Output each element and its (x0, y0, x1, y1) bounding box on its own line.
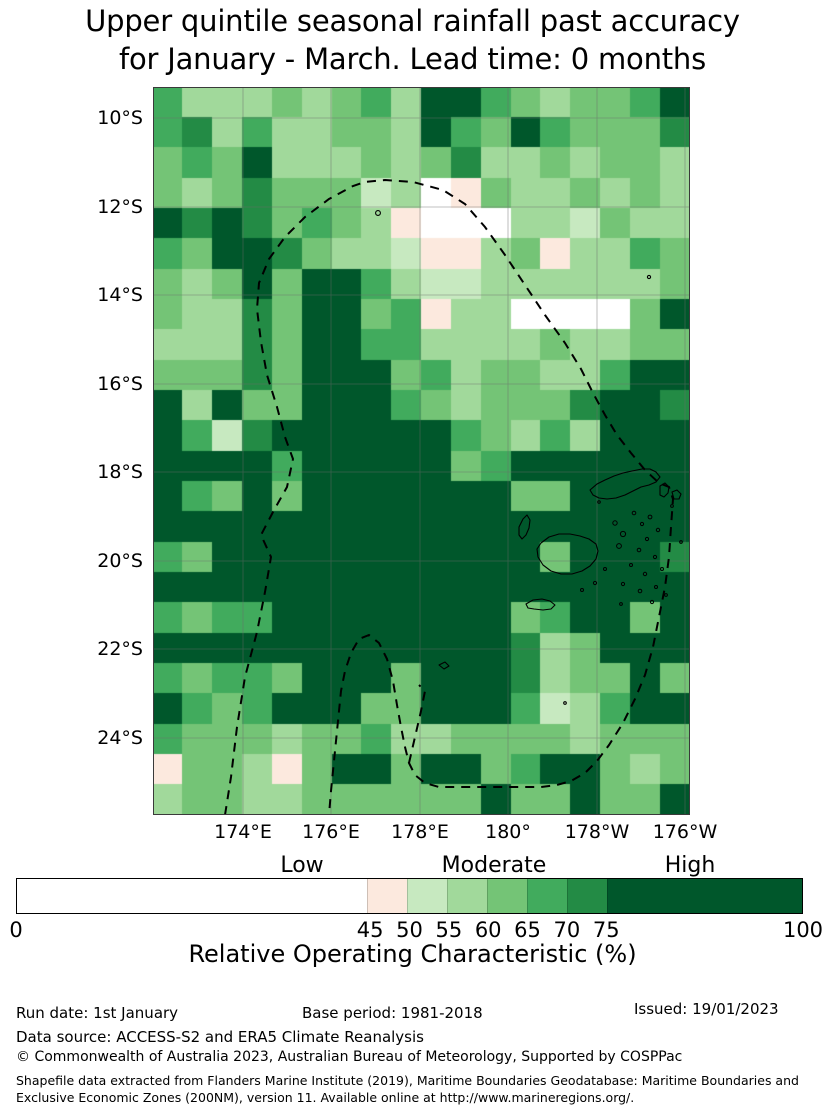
title-line-2: for January - March. Lead time: 0 months (118, 42, 707, 76)
x-axis-tick-label: 176°E (302, 821, 360, 843)
colorbar-segment (367, 879, 407, 913)
colorbar-tick-label: 45 (356, 918, 384, 942)
title-line-1: Upper quintile seasonal rainfall past ac… (85, 4, 740, 38)
colorbar (16, 878, 803, 914)
x-axis-tick-label: 180° (485, 821, 531, 843)
shapefile-credit-line-2: Exclusive Economic Zones (200NM), versio… (16, 1090, 635, 1105)
y-axis-tick-label: 12°S (97, 196, 143, 218)
y-axis-tick-label: 10°S (97, 107, 143, 129)
colorbar-tick-label: 75 (592, 918, 620, 942)
colorbar-wrapper (16, 878, 803, 914)
colorbar-category-label: Moderate (441, 853, 547, 878)
colorbar-category-label: Low (280, 853, 324, 878)
heatmap-canvas (153, 87, 690, 815)
colorbar-segment (407, 879, 447, 913)
colorbar-segment (17, 879, 368, 913)
x-axis-tick-label: 174°E (214, 821, 272, 843)
y-axis-tick-label: 18°S (97, 461, 143, 483)
colorbar-tick-label: 70 (553, 918, 581, 942)
eez-boundary-notch (408, 684, 427, 764)
y-axis-tick-label: 20°S (97, 550, 143, 572)
colorbar-segment (566, 879, 607, 913)
colorbar-segment (446, 879, 487, 913)
fiji-coastline (375, 210, 683, 705)
colorbar-tick-label: 0 (9, 918, 23, 942)
x-axis-tick-label: 176°W (652, 821, 718, 843)
colorbar-tick-label: 100 (782, 918, 824, 942)
colorbar-title: Relative Operating Characteristic (%) (188, 940, 637, 968)
data-source: Data source: ACCESS-S2 and ERA5 Climate … (16, 1028, 424, 1046)
rainfall-accuracy-map (153, 87, 690, 815)
colorbar-segment (486, 879, 527, 913)
copyright: © Commonwealth of Australia 2023, Austra… (16, 1049, 683, 1065)
x-axis-tick-label: 178°E (391, 821, 449, 843)
y-axis-tick-label: 22°S (97, 638, 143, 660)
base-period: Base period: 1981-2018 (302, 1004, 483, 1022)
x-axis-tick-label: 178°W (564, 821, 630, 843)
colorbar-tick-label: 60 (474, 918, 502, 942)
colorbar-category-label: High (664, 853, 716, 878)
colorbar-tick-label: 65 (514, 918, 541, 942)
colorbar-tick-label: 50 (396, 918, 423, 942)
run-date: Run date: 1st January (16, 1004, 179, 1022)
issued-date: Issued: 19/01/2023 (634, 1000, 779, 1018)
y-axis-tick-label: 14°S (97, 284, 143, 306)
colorbar-segment (606, 879, 803, 913)
eez-boundary (224, 178, 675, 815)
y-axis-tick-label: 24°S (97, 727, 143, 749)
map-overlay (153, 87, 690, 815)
colorbar-tick-label: 55 (435, 918, 463, 942)
shapefile-credit-line-1: Shapefile data extracted from Flanders M… (16, 1073, 799, 1088)
map-gridlines (153, 87, 690, 815)
y-axis-tick-label: 16°S (97, 373, 143, 395)
colorbar-segment (526, 879, 567, 913)
page-title: Upper quintile seasonal rainfall past ac… (0, 2, 825, 78)
